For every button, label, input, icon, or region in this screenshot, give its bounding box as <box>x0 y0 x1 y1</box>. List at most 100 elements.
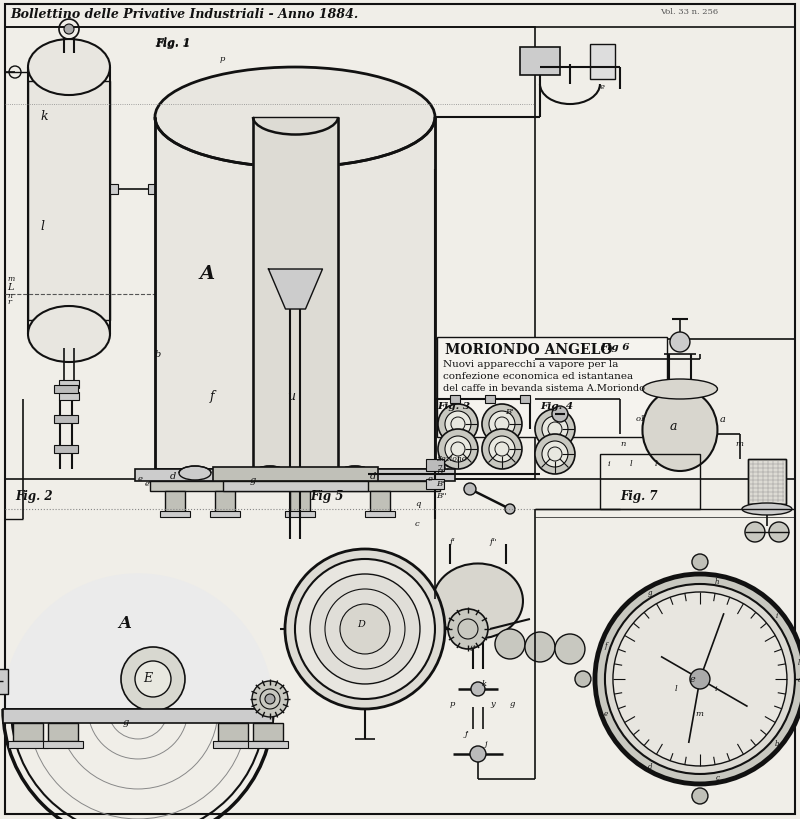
Bar <box>48 723 78 741</box>
Text: Vol. 33 n. 256: Vol. 33 n. 256 <box>660 8 718 16</box>
Bar <box>748 459 786 505</box>
Bar <box>43 741 83 748</box>
Text: Fig. 1: Fig. 1 <box>155 37 190 48</box>
Text: b: b <box>774 740 778 748</box>
Circle shape <box>464 483 476 495</box>
Text: L: L <box>7 283 14 292</box>
Bar <box>8 741 48 748</box>
Ellipse shape <box>28 40 110 96</box>
Circle shape <box>445 437 471 463</box>
Text: e': e' <box>145 479 152 487</box>
Circle shape <box>445 411 471 437</box>
Circle shape <box>310 574 420 684</box>
Bar <box>590 45 615 80</box>
Text: l: l <box>40 219 44 233</box>
Text: E: E <box>143 671 152 684</box>
Text: i: i <box>775 611 778 619</box>
Text: f': f' <box>450 537 455 545</box>
Text: Nuovi apparecchi a vapore per la: Nuovi apparecchi a vapore per la <box>443 360 618 369</box>
Circle shape <box>670 333 690 352</box>
Text: l: l <box>675 684 678 692</box>
Circle shape <box>613 592 787 766</box>
Circle shape <box>438 405 478 445</box>
Text: a: a <box>798 675 800 683</box>
Ellipse shape <box>155 68 435 168</box>
Text: i: i <box>608 459 610 468</box>
Text: h: h <box>715 577 719 585</box>
Text: Fig. 1: Fig. 1 <box>155 38 190 49</box>
Bar <box>223 482 368 491</box>
Circle shape <box>745 523 765 542</box>
Circle shape <box>555 634 585 664</box>
Text: f: f <box>210 390 214 402</box>
Ellipse shape <box>28 306 110 363</box>
Circle shape <box>482 405 522 445</box>
Circle shape <box>489 411 515 437</box>
Bar <box>135 469 455 482</box>
Text: D: D <box>357 619 365 628</box>
Text: l: l <box>630 459 633 468</box>
Text: l: l <box>798 658 799 666</box>
Bar <box>0 669 8 695</box>
Text: k: k <box>40 110 48 123</box>
Text: e: e <box>604 709 608 717</box>
Text: c: c <box>715 773 719 781</box>
Text: m: m <box>7 274 14 283</box>
Text: Fig. 7: Fig. 7 <box>620 490 658 502</box>
Text: q: q <box>415 500 420 508</box>
Bar <box>426 459 444 472</box>
Bar <box>426 479 444 490</box>
Text: Sezione: Sezione <box>437 455 467 463</box>
Bar <box>600 455 700 509</box>
Text: c: c <box>415 519 420 527</box>
Text: d: d <box>370 472 376 481</box>
Text: confezione economica ed istantanea: confezione economica ed istantanea <box>443 372 633 381</box>
Text: B'': B'' <box>436 491 446 500</box>
Circle shape <box>542 441 568 468</box>
Bar <box>150 482 440 491</box>
Circle shape <box>340 604 390 654</box>
Circle shape <box>295 559 435 699</box>
Circle shape <box>121 647 185 711</box>
Circle shape <box>252 681 288 717</box>
Text: k: k <box>482 679 487 687</box>
Text: Bollettino delle Privative Industriali - Anno 1884.: Bollettino delle Privative Industriali -… <box>10 8 358 21</box>
Bar <box>160 511 190 518</box>
Circle shape <box>575 671 591 687</box>
Text: B: B <box>436 468 442 475</box>
Bar <box>485 396 495 404</box>
Text: g: g <box>648 589 652 597</box>
Ellipse shape <box>179 467 211 481</box>
Text: t*: t* <box>470 645 478 652</box>
Bar <box>59 381 79 388</box>
Text: A: A <box>118 614 131 631</box>
Polygon shape <box>3 574 273 709</box>
Text: r: r <box>7 297 11 305</box>
Bar <box>213 741 253 748</box>
Bar <box>54 386 78 393</box>
Circle shape <box>505 505 515 514</box>
Bar <box>365 511 395 518</box>
Polygon shape <box>155 118 435 469</box>
Bar <box>285 511 315 518</box>
Bar <box>54 415 78 423</box>
Bar <box>520 48 560 76</box>
Bar <box>253 723 283 741</box>
Bar <box>370 491 390 514</box>
Text: u: u <box>287 390 295 402</box>
Circle shape <box>692 788 708 804</box>
Text: p: p <box>450 699 455 707</box>
Polygon shape <box>28 82 110 320</box>
Bar <box>5 28 535 479</box>
Bar <box>165 491 185 514</box>
Text: Fig 5: Fig 5 <box>310 490 343 502</box>
Text: o1: o1 <box>636 414 646 423</box>
Text: m: m <box>735 440 743 447</box>
Bar <box>435 340 795 479</box>
Text: e: e <box>690 674 696 683</box>
Text: d: d <box>648 762 652 770</box>
Text: g: g <box>250 475 256 484</box>
Ellipse shape <box>433 563 523 639</box>
Bar <box>450 396 460 404</box>
Circle shape <box>135 661 171 697</box>
